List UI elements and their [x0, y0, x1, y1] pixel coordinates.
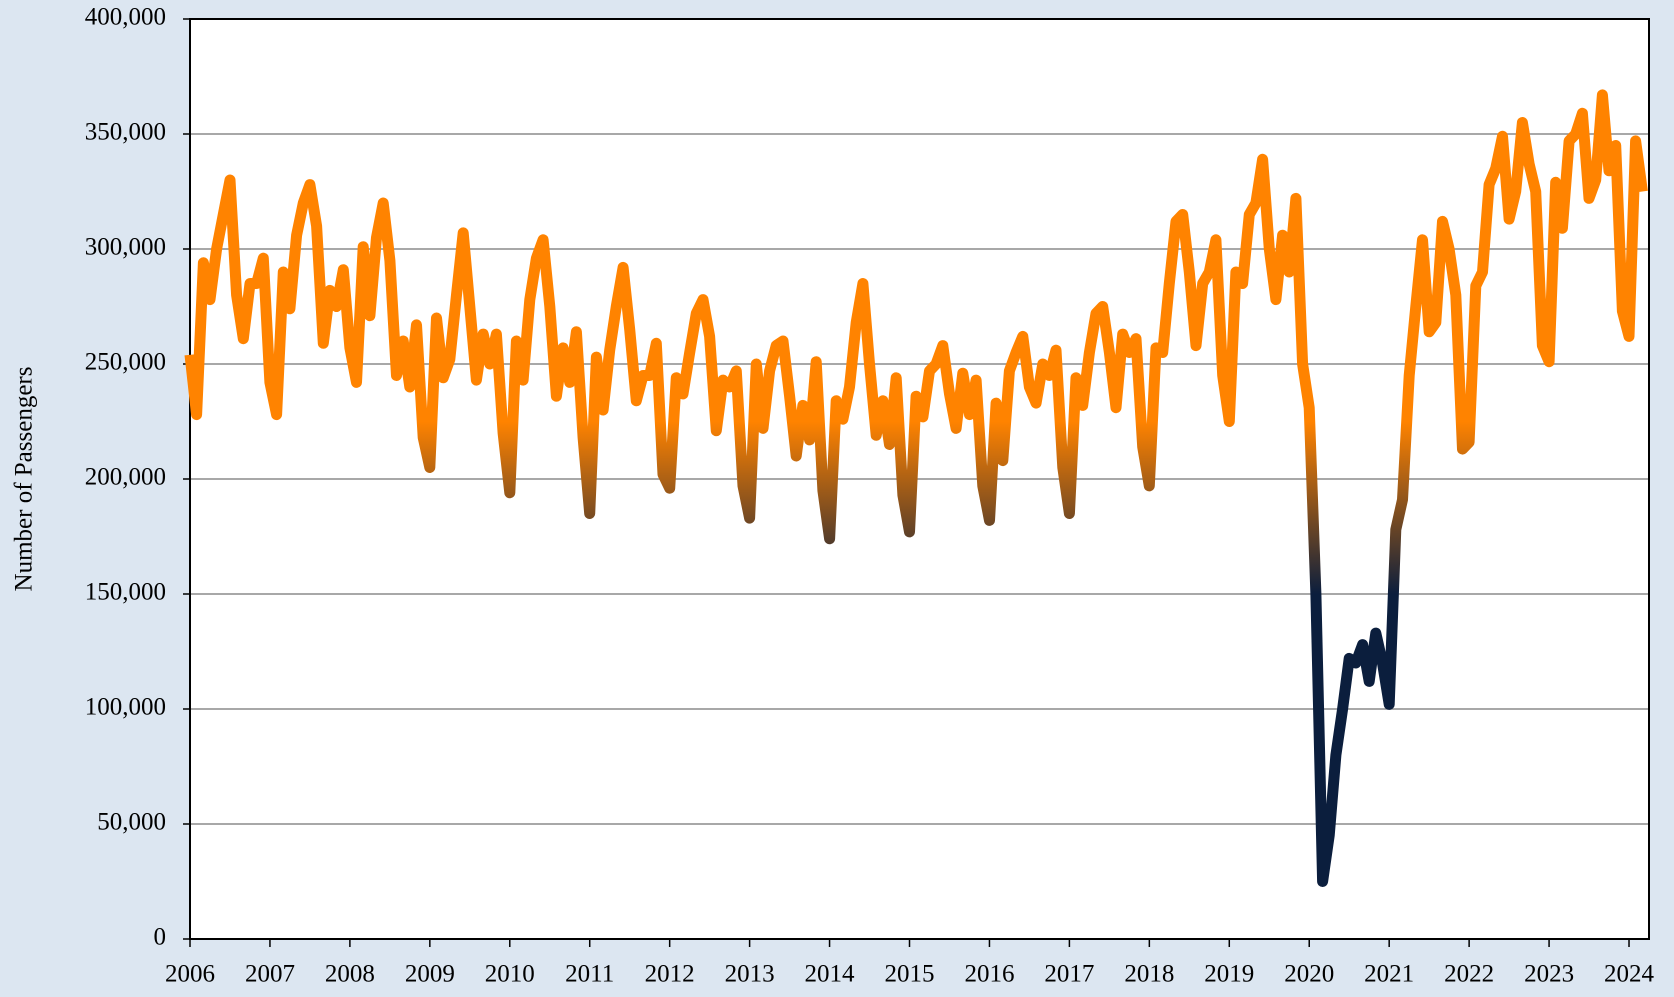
- data-line: [184, 89, 1648, 887]
- y-tick-label: 200,000: [85, 464, 166, 491]
- x-tick-label: 2016: [964, 961, 1014, 988]
- y-tick-label: 350,000: [85, 119, 166, 146]
- y-tick-label: 100,000: [85, 694, 166, 721]
- x-tick-label: 2006: [165, 961, 215, 988]
- x-tick-label: 2013: [725, 961, 775, 988]
- x-tick-label: 2008: [325, 961, 375, 988]
- y-tick-label: 300,000: [85, 234, 166, 261]
- x-tick-label: 2014: [805, 961, 856, 988]
- x-tick-label: 2009: [405, 961, 455, 988]
- y-tick-label: 50,000: [97, 809, 166, 836]
- y-axis-label: Number of Passengers: [11, 367, 38, 592]
- y-tick-label: 400,000: [85, 4, 166, 31]
- x-tick-label: 2011: [565, 961, 614, 988]
- x-tick-label: 2023: [1524, 961, 1574, 988]
- x-tick-label: 2007: [245, 961, 295, 988]
- x-tick-label: 2024: [1604, 961, 1655, 988]
- x-tick-label: 2019: [1204, 961, 1254, 988]
- y-tick-label: 0: [154, 924, 167, 951]
- plot-border: [189, 18, 1650, 940]
- y-tick-label: 250,000: [85, 349, 166, 376]
- x-tick-label: 2020: [1284, 961, 1334, 988]
- x-tick-label: 2010: [485, 961, 535, 988]
- x-tick-label: 2017: [1044, 961, 1094, 988]
- x-tick-label: 2022: [1444, 961, 1494, 988]
- x-tick-label: 2012: [645, 961, 695, 988]
- y-tick-label: 150,000: [85, 579, 166, 606]
- x-tick-label: 2018: [1124, 961, 1174, 988]
- x-tick-label: 2015: [885, 961, 935, 988]
- x-tick-label: 2021: [1364, 961, 1414, 988]
